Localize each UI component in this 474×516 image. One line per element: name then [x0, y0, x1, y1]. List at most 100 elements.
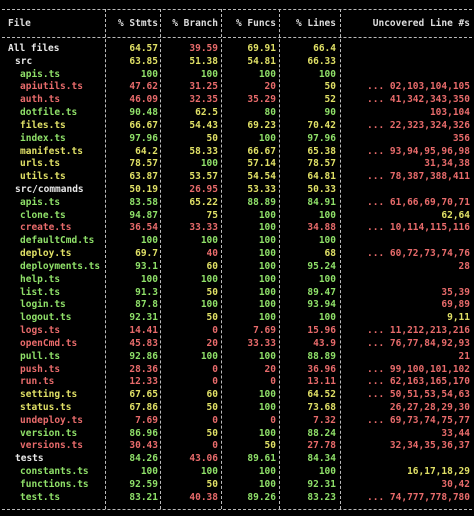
header-funcs: % Funcs [235, 18, 276, 29]
uncovered-lines: 32,34,35,36,37 [389, 440, 470, 452]
file-name: test.ts [20, 491, 61, 503]
file-name: logs.ts [20, 325, 61, 337]
uncovered-lines: ... 22,323,324,326 [367, 119, 470, 131]
table-row: files.ts 66.67 54.43 69.23 70.42 ... 22,323,3… [0, 120, 474, 133]
header-stmts: % Stmts [117, 18, 158, 29]
funcs-value: 100 [258, 209, 276, 221]
funcs-value: 100 [258, 478, 276, 490]
lines-value: 70.42 [307, 119, 336, 131]
table-row: apis.ts 83.58 65.22 88.89 84.91 ... 61,66,69,… [0, 197, 474, 210]
table-row: run.ts 12.33 0 0 13.11 ... 62,163,165,170 [0, 376, 474, 389]
table-row: push.ts 28.36 0 20 36.96 ... 99,100,101,102 [0, 364, 474, 377]
table-row: tests 84.26 43.06 89.61 84.34 [0, 453, 474, 466]
lines-value: 100 [318, 273, 336, 285]
stmts-value: 91.3 [135, 286, 158, 298]
file-name: index.ts [20, 132, 66, 144]
funcs-value: 66.67 [247, 145, 276, 157]
branch-value: 50 [206, 132, 218, 144]
uncovered-lines: 69,89 [441, 299, 470, 311]
stmts-value: 100 [140, 466, 158, 478]
file-name: login.ts [20, 299, 66, 311]
branch-value: 0 [212, 414, 218, 426]
stmts-value: 97.96 [129, 132, 158, 144]
lines-value: 84.34 [307, 453, 336, 465]
branch-value: 50 [206, 286, 218, 298]
uncovered-lines: ... 69,73,74,75,77 [367, 414, 470, 426]
branch-value: 43.06 [189, 453, 218, 465]
file-name: versions.ts [20, 440, 83, 452]
branch-value: 26.95 [189, 184, 218, 196]
table-row: undeploy.ts 7.69 0 0 7.32 ... 69,73,74,75,77 [0, 415, 474, 428]
file-name: functions.ts [20, 478, 89, 490]
lines-value: 92.31 [307, 478, 336, 490]
file-name: apis.ts [20, 196, 61, 208]
lines-value: 100 [318, 68, 336, 80]
funcs-value: 80 [264, 107, 276, 119]
funcs-value: 100 [258, 427, 276, 439]
stmts-value: 69.7 [135, 248, 158, 260]
table-row: help.ts 100 100 100 100 [0, 274, 474, 287]
uncovered-lines: 9,11 [447, 312, 470, 324]
funcs-value: 0 [270, 414, 276, 426]
lines-value: 15.96 [307, 325, 336, 337]
uncovered-lines: ... 93,94,95,96,98 [367, 145, 470, 157]
header-lines: % Lines [295, 18, 336, 29]
funcs-value: 100 [258, 68, 276, 80]
funcs-value: 88.89 [247, 196, 276, 208]
stmts-value: 100 [140, 235, 158, 247]
file-name: constants.ts [20, 466, 89, 478]
header-branch: % Branch [172, 18, 218, 29]
lines-value: 50.33 [307, 184, 336, 196]
table-row: urls.ts 78.57 100 57.14 78.57 31,34,38 [0, 158, 474, 171]
stmts-value: 67.65 [129, 389, 158, 401]
lines-value: 65.38 [307, 145, 336, 157]
file-name: apis.ts [20, 68, 61, 80]
table-row: deploy.ts 69.7 40 100 68 ... 60,72,73,74,76 [0, 248, 474, 261]
column-separator [221, 9, 223, 509]
branch-value: 50 [206, 312, 218, 324]
uncovered-lines: ... 78,387,388,411 [367, 171, 470, 183]
branch-value: 51.38 [189, 55, 218, 67]
lines-value: 36.96 [307, 363, 336, 375]
file-name: clone.ts [20, 209, 66, 221]
branch-value: 32.35 [189, 94, 218, 106]
file-name: push.ts [20, 363, 61, 375]
lines-value: 89.47 [307, 286, 336, 298]
uncovered-lines [344, 235, 470, 248]
funcs-value: 89.26 [247, 491, 276, 503]
file-name: src [15, 55, 33, 67]
stmts-value: 63.87 [129, 171, 158, 183]
uncovered-lines: ... 11,212,213,216 [367, 325, 470, 337]
stmts-value: 50.19 [129, 184, 158, 196]
column-separator [340, 9, 342, 509]
uncovered-lines: 21 [458, 350, 470, 362]
funcs-value: 54.81 [247, 55, 276, 67]
funcs-value: 100 [258, 273, 276, 285]
lines-value: 100 [318, 312, 336, 324]
funcs-value: 89.61 [247, 453, 276, 465]
lines-value: 95.24 [307, 260, 336, 272]
stmts-value: 78.57 [129, 158, 158, 170]
uncovered-lines [344, 69, 470, 82]
lines-value: 66.33 [307, 55, 336, 67]
file-name: list.ts [20, 286, 61, 298]
table-row: apis.ts 100 100 100 100 [0, 69, 474, 82]
stmts-value: 36.54 [129, 222, 158, 234]
file-name: auth.ts [20, 94, 61, 106]
file-name: src/commands [15, 184, 84, 196]
branch-value: 100 [200, 68, 218, 80]
table-row: index.ts 97.96 50 100 97.96 356 [0, 133, 474, 146]
branch-value: 100 [200, 235, 218, 247]
table-row: functions.ts 92.59 50 100 92.31 30,42 [0, 479, 474, 492]
funcs-value: 54.54 [247, 171, 276, 183]
branch-value: 60 [206, 389, 218, 401]
lines-value: 83.23 [307, 491, 336, 503]
branch-value: 53.57 [189, 171, 218, 183]
column-separator [160, 9, 162, 509]
table-row: src 63.85 51.38 54.81 66.33 [0, 56, 474, 69]
file-name: pull.ts [20, 350, 61, 362]
uncovered-lines [344, 184, 470, 197]
funcs-value: 100 [258, 401, 276, 413]
branch-value: 50 [206, 478, 218, 490]
header-uncovered: Uncovered Line #s [372, 18, 470, 29]
